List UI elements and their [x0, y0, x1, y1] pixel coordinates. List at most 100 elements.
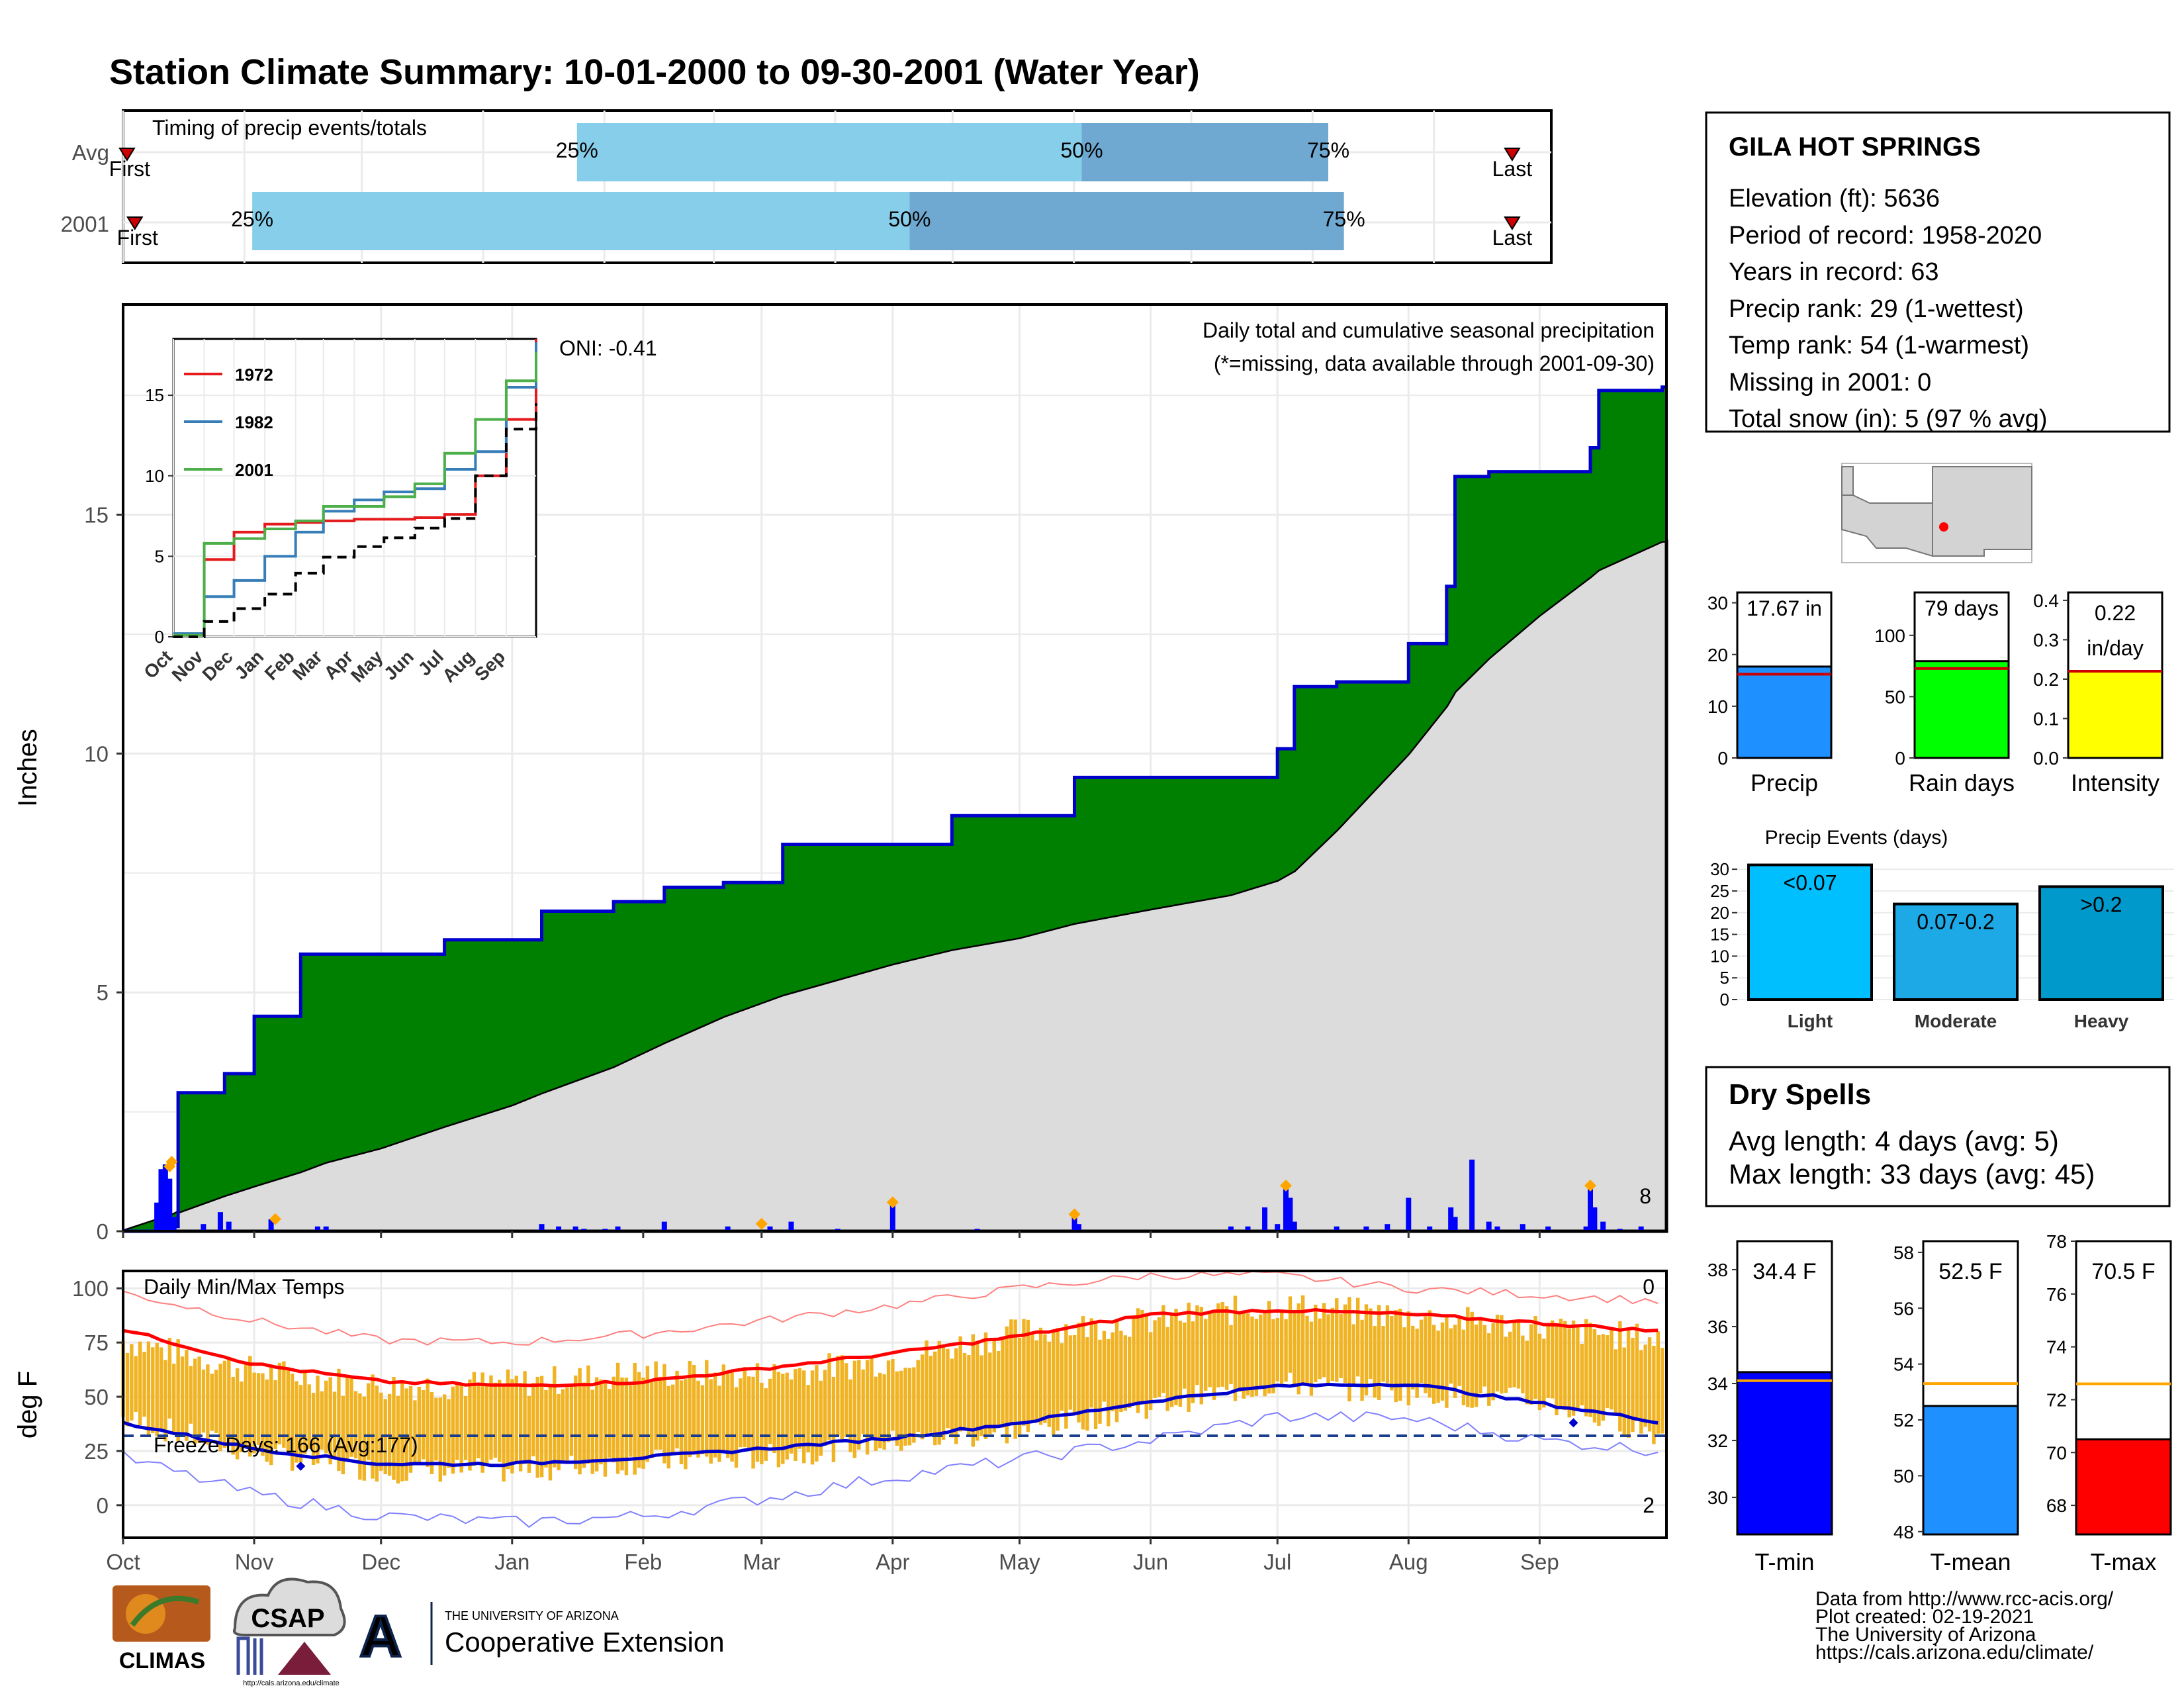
temp-summary-ytick-label: 50	[1893, 1466, 1914, 1486]
daily-temp-bar	[341, 1395, 345, 1475]
daily-temp-bar	[261, 1373, 265, 1456]
events-ytick-label: 5	[1720, 968, 1729, 988]
daily-temp-bar	[146, 1341, 151, 1436]
daily-temp-bar	[823, 1370, 827, 1446]
missing-note: (*=missing, data available through 2001-…	[1214, 352, 1655, 375]
event-bar	[1747, 863, 1873, 1001]
daily-precip-bar	[1638, 1226, 1644, 1231]
temp-count-bottom: 2	[1643, 1493, 1655, 1517]
daily-temp-bar	[806, 1385, 810, 1453]
daily-precip-bar	[1427, 1226, 1433, 1231]
daily-temp-bar	[430, 1392, 434, 1474]
daily-temp-bar	[371, 1374, 375, 1479]
daily-precip-bar	[889, 1205, 895, 1231]
daily-temp-bar	[941, 1345, 946, 1440]
summary-ytick-label: 20	[1707, 645, 1728, 665]
temp-summary-bar-2	[2075, 1438, 2172, 1536]
precip-ylabel: Inches	[13, 729, 42, 807]
daily-temp-bar	[518, 1383, 523, 1472]
dry-spells-box: Dry Spells Avg length: 4 days (avg: 5) M…	[1705, 1066, 2171, 1207]
daily-temp-bar	[413, 1400, 417, 1464]
daily-temp-bar	[730, 1371, 734, 1462]
first-event-marker	[118, 148, 136, 162]
daily-temp-bar	[1402, 1327, 1406, 1384]
daily-temp-bar	[1555, 1323, 1559, 1415]
daily-temp-bar	[709, 1379, 713, 1464]
month-label: Aug	[1389, 1550, 1428, 1574]
daily-temp-bar	[172, 1363, 176, 1434]
daily-temp-bar	[1377, 1305, 1381, 1400]
daily-temp-bar	[734, 1387, 739, 1468]
ua-letter: A	[359, 1603, 402, 1669]
daily-temp-bar	[810, 1370, 815, 1465]
month-label: Mar	[743, 1550, 780, 1574]
daily-temp-bar	[523, 1371, 527, 1464]
daily-temp-bar	[1038, 1327, 1043, 1425]
summary-bar-name: Intensity	[2071, 769, 2160, 796]
daily-temp-bar	[1618, 1321, 1622, 1432]
location-map	[1841, 463, 2032, 563]
daily-temp-bar	[582, 1382, 586, 1468]
daily-temp-bar	[1051, 1333, 1056, 1436]
temp-summary-ytick-label: 48	[1893, 1522, 1914, 1542]
daily-temp-bar	[1546, 1323, 1550, 1398]
daily-temp-bar	[176, 1339, 180, 1442]
daily-temp-bar	[1491, 1323, 1495, 1401]
temp-summary-ytick-label: 74	[2046, 1337, 2067, 1358]
daily-temp-bar	[1610, 1327, 1614, 1410]
temp-summary-ytick-label: 38	[1707, 1260, 1728, 1280]
daily-temp-bar	[1013, 1319, 1017, 1439]
daily-temp-bar	[1461, 1329, 1466, 1405]
daily-temp-bar	[1470, 1311, 1474, 1408]
daily-temp-bar	[1183, 1322, 1187, 1389]
station-info-box: GILA HOT SPRINGS Elevation (ft): 5636 Pe…	[1705, 111, 2171, 433]
daily-precip-bar	[615, 1226, 621, 1231]
daily-temp-bar	[273, 1380, 277, 1450]
daily-temp-bar	[620, 1377, 624, 1471]
summary-bar-label: 0.22	[2095, 601, 2136, 625]
daily-temp-bar	[1415, 1329, 1419, 1398]
daily-temp-bar	[1199, 1307, 1204, 1405]
daily-temp-bar	[988, 1352, 992, 1434]
temp-summary-ytick-label: 78	[2046, 1231, 2067, 1252]
daily-temp-bar	[506, 1369, 510, 1470]
daily-temp-bar	[1385, 1305, 1390, 1383]
temp-ytick-label: 75	[84, 1331, 109, 1355]
temp-summary-ytick-label: 54	[1893, 1354, 1914, 1375]
daily-temp-bar	[1056, 1328, 1060, 1431]
daily-temp-bar	[1060, 1343, 1064, 1411]
inset-series-line	[173, 352, 537, 637]
daily-precip-bar	[323, 1226, 329, 1231]
daily-temp-bar	[1077, 1323, 1081, 1423]
daily-temp-bar	[1622, 1347, 1626, 1437]
last-event-marker	[1504, 216, 1521, 230]
daily-temp-bar	[705, 1360, 709, 1457]
daily-temp-bar	[946, 1348, 950, 1429]
station-line: Period of record: 1958-2020	[1729, 222, 2042, 250]
precip-ytick-label: 15	[84, 503, 109, 528]
daily-temp-bar	[684, 1379, 688, 1470]
csap-url: http://cals.arizona.edu/climate	[243, 1679, 340, 1687]
daily-temp-bar	[138, 1341, 142, 1426]
daily-temp-bar	[1271, 1319, 1275, 1393]
daily-temp-bar	[882, 1374, 886, 1450]
temp-summary-label: 52.5 F	[1938, 1259, 2002, 1284]
station-line: Temp rank: 54 (1-warmest)	[1729, 332, 2029, 359]
daily-temp-bar	[561, 1389, 565, 1464]
daily-temp-bar	[218, 1364, 222, 1452]
daily-temp-bar	[645, 1366, 650, 1462]
daily-temp-bar	[827, 1353, 831, 1440]
daily-temp-bar	[379, 1392, 383, 1471]
daily-temp-bar	[612, 1376, 615, 1463]
daily-temp-bar	[1373, 1326, 1377, 1398]
daily-temp-bar	[1424, 1316, 1428, 1393]
daily-temp-bar	[316, 1376, 320, 1464]
temp-count-top: 0	[1643, 1275, 1655, 1299]
daily-temp-bar	[337, 1368, 341, 1471]
daily-temp-bar	[1224, 1306, 1229, 1390]
daily-temp-bar	[1529, 1324, 1533, 1405]
daily-temp-bar	[929, 1356, 933, 1433]
dry-title: Dry Spells	[1729, 1078, 1871, 1111]
legend-label: 1982	[235, 412, 273, 432]
daily-temp-bar	[222, 1360, 227, 1448]
